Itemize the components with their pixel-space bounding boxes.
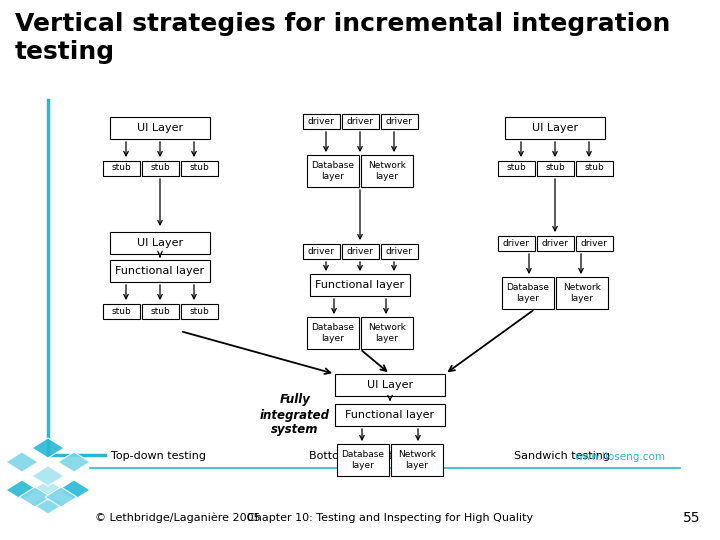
Text: Network
layer: Network layer: [563, 284, 601, 303]
FancyBboxPatch shape: [110, 232, 210, 254]
FancyBboxPatch shape: [307, 155, 359, 187]
Text: driver: driver: [307, 246, 334, 255]
FancyBboxPatch shape: [556, 277, 608, 309]
FancyBboxPatch shape: [307, 317, 359, 349]
Text: 55: 55: [683, 511, 700, 525]
Text: driver: driver: [307, 117, 334, 125]
FancyBboxPatch shape: [310, 274, 410, 296]
Polygon shape: [32, 438, 64, 458]
Text: driver: driver: [580, 239, 608, 247]
FancyBboxPatch shape: [505, 117, 605, 139]
FancyBboxPatch shape: [335, 374, 445, 396]
Text: stub: stub: [545, 164, 565, 172]
Polygon shape: [6, 452, 38, 472]
FancyBboxPatch shape: [102, 303, 140, 319]
FancyBboxPatch shape: [380, 113, 418, 129]
Text: Database
layer: Database layer: [341, 450, 384, 470]
FancyBboxPatch shape: [575, 235, 613, 251]
FancyBboxPatch shape: [341, 244, 379, 259]
Text: UI Layer: UI Layer: [137, 238, 183, 248]
Polygon shape: [58, 480, 90, 500]
Text: Functional layer: Functional layer: [315, 280, 405, 290]
Text: © Lethbridge/Laganière 2005: © Lethbridge/Laganière 2005: [95, 513, 261, 523]
Text: Network
layer: Network layer: [368, 161, 406, 181]
FancyBboxPatch shape: [302, 244, 340, 259]
Polygon shape: [32, 466, 64, 486]
FancyBboxPatch shape: [110, 117, 210, 139]
FancyBboxPatch shape: [142, 160, 179, 176]
Polygon shape: [45, 487, 77, 507]
FancyBboxPatch shape: [575, 160, 613, 176]
Text: Network
layer: Network layer: [398, 450, 436, 470]
Text: driver: driver: [541, 239, 568, 247]
Text: driver: driver: [346, 246, 374, 255]
Text: Network
layer: Network layer: [368, 323, 406, 343]
FancyBboxPatch shape: [341, 113, 379, 129]
Text: stub: stub: [150, 307, 170, 315]
Polygon shape: [32, 466, 64, 486]
Text: stub: stub: [189, 307, 209, 315]
Text: stub: stub: [111, 307, 131, 315]
FancyBboxPatch shape: [110, 260, 210, 282]
Text: driver: driver: [346, 117, 374, 125]
Polygon shape: [6, 480, 38, 500]
Text: Functional layer: Functional layer: [115, 266, 204, 276]
Text: UI Layer: UI Layer: [137, 123, 183, 133]
FancyBboxPatch shape: [498, 235, 534, 251]
Text: stub: stub: [506, 164, 526, 172]
FancyBboxPatch shape: [361, 317, 413, 349]
Text: stub: stub: [584, 164, 604, 172]
FancyBboxPatch shape: [536, 235, 574, 251]
Text: stub: stub: [150, 164, 170, 172]
Text: Database
layer: Database layer: [506, 284, 549, 303]
FancyBboxPatch shape: [536, 160, 574, 176]
FancyBboxPatch shape: [102, 160, 140, 176]
Text: www.lloseng.com: www.lloseng.com: [575, 452, 665, 462]
FancyBboxPatch shape: [361, 155, 413, 187]
FancyBboxPatch shape: [337, 444, 389, 476]
FancyBboxPatch shape: [380, 244, 418, 259]
Text: Functional layer: Functional layer: [346, 410, 435, 420]
Polygon shape: [32, 494, 64, 514]
Text: driver: driver: [386, 117, 413, 125]
Text: Sandwich testing: Sandwich testing: [513, 451, 610, 461]
Text: Chapter 10: Testing and Inspecting for High Quality: Chapter 10: Testing and Inspecting for H…: [247, 513, 533, 523]
Text: Vertical strategies for incremental integration
testing: Vertical strategies for incremental inte…: [15, 12, 670, 64]
FancyBboxPatch shape: [335, 404, 445, 426]
FancyBboxPatch shape: [502, 277, 554, 309]
Text: Top-down testing: Top-down testing: [111, 451, 206, 461]
Text: stub: stub: [189, 164, 209, 172]
Polygon shape: [32, 480, 64, 500]
FancyBboxPatch shape: [498, 160, 534, 176]
Text: Database
layer: Database layer: [312, 161, 354, 181]
FancyBboxPatch shape: [181, 160, 217, 176]
Polygon shape: [19, 487, 51, 507]
Text: UI Layer: UI Layer: [532, 123, 578, 133]
Polygon shape: [58, 452, 90, 472]
Text: driver: driver: [386, 246, 413, 255]
FancyBboxPatch shape: [391, 444, 443, 476]
Text: driver: driver: [503, 239, 529, 247]
FancyBboxPatch shape: [142, 303, 179, 319]
FancyBboxPatch shape: [302, 113, 340, 129]
Text: Database
layer: Database layer: [312, 323, 354, 343]
Text: stub: stub: [111, 164, 131, 172]
Text: Bottom-up testing: Bottom-up testing: [310, 451, 410, 461]
FancyBboxPatch shape: [181, 303, 217, 319]
Text: UI Layer: UI Layer: [367, 380, 413, 390]
Text: Fully
integrated
system: Fully integrated system: [260, 394, 330, 436]
